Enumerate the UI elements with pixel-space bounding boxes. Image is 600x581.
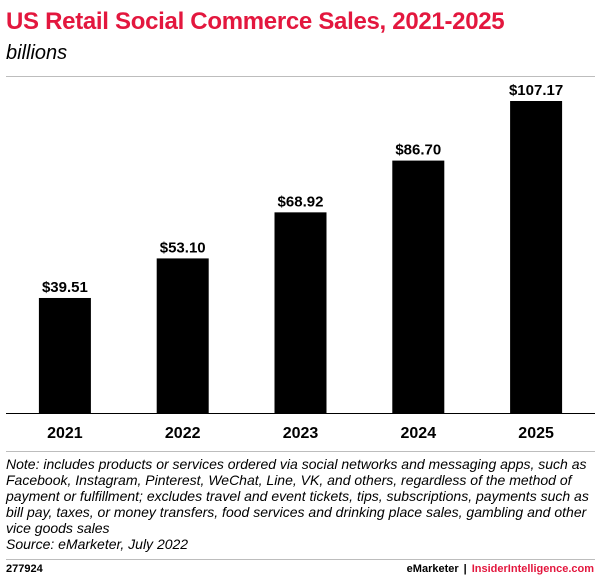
x-tick-label-2022: 2022 [165, 425, 201, 442]
x-tick-label-2021: 2021 [47, 425, 83, 442]
chart-id: 277924 [6, 563, 43, 575]
x-tick-label-2024: 2024 [401, 425, 437, 442]
value-label-2022: $53.10 [160, 239, 206, 256]
top-divider [6, 76, 595, 77]
bar-2023 [274, 212, 327, 413]
note-text: Note: includes products or services orde… [6, 456, 589, 536]
bars-layer: $39.51 2021 $53.10 2022 $68.92 2023 $86.70 2024… [38, 82, 563, 442]
footer-divider [6, 559, 595, 560]
bar-2024 [392, 160, 445, 413]
value-label-2023: $68.92 [278, 193, 324, 210]
notes-divider [6, 451, 595, 452]
value-label-2021: $39.51 [42, 279, 88, 296]
bar-2021 [38, 297, 91, 413]
chart-subtitle: billions [6, 42, 68, 64]
x-tick-label-2023: 2023 [283, 425, 319, 442]
brand-insiderintelligence-link[interactable]: InsiderIntelligence.com [471, 563, 594, 575]
brand-emarketer: eMarketer [406, 563, 459, 575]
bar-2022 [156, 258, 209, 413]
value-label-2025: $107.17 [509, 82, 563, 99]
brand-separator: | [463, 563, 467, 575]
chart-notes: Note: includes products or services orde… [6, 456, 594, 552]
bar-chart: $39.51 2021 $53.10 2022 $68.92 2023 $86.70 2024… [6, 82, 595, 442]
source-text: Source: eMarketer, July 2022 [6, 536, 189, 552]
value-label-2024: $86.70 [395, 142, 441, 159]
x-tick-label-2025: 2025 [518, 425, 554, 442]
bar-2025 [510, 101, 563, 413]
footer-brand: eMarketer | InsiderIntelligence.com [407, 563, 594, 575]
chart-title: US Retail Social Commerce Sales, 2021-20… [6, 8, 505, 35]
